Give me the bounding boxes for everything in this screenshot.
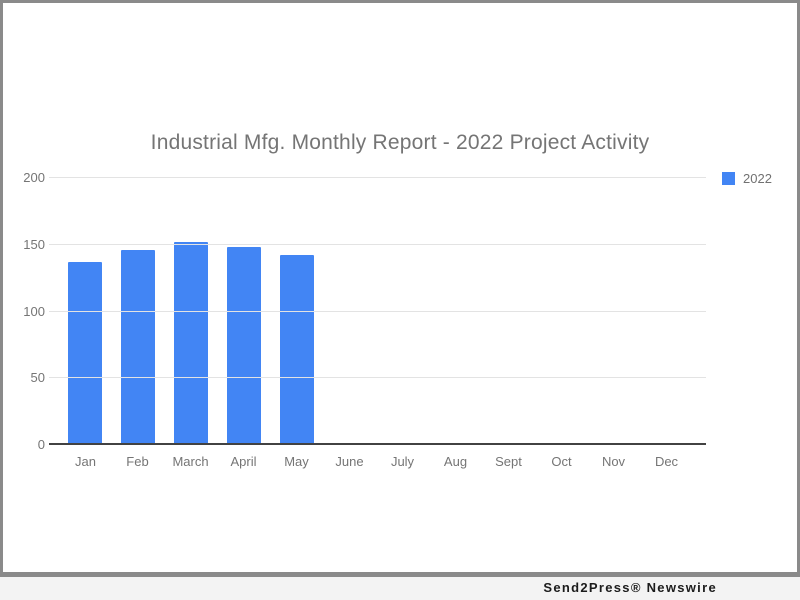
bar-april xyxy=(227,247,261,445)
gridline-150 xyxy=(49,244,706,245)
gridline-100 xyxy=(49,311,706,312)
gridline-50 xyxy=(49,377,706,378)
bar-jan xyxy=(68,262,102,445)
gridline-200 xyxy=(49,177,706,178)
footer-brand: Send2Press® Newswire xyxy=(543,580,717,595)
plot-area xyxy=(49,177,706,445)
legend-label: 2022 xyxy=(743,171,772,186)
chart-title: Industrial Mfg. Monthly Report - 2022 Pr… xyxy=(150,131,650,154)
x-axis-baseline xyxy=(49,443,706,445)
legend-color-swatch xyxy=(722,172,735,185)
footer-strip: Send2Press® Newswire xyxy=(0,577,800,600)
bar-may xyxy=(280,255,314,445)
bar-feb xyxy=(121,250,155,445)
bar-march xyxy=(174,242,208,445)
